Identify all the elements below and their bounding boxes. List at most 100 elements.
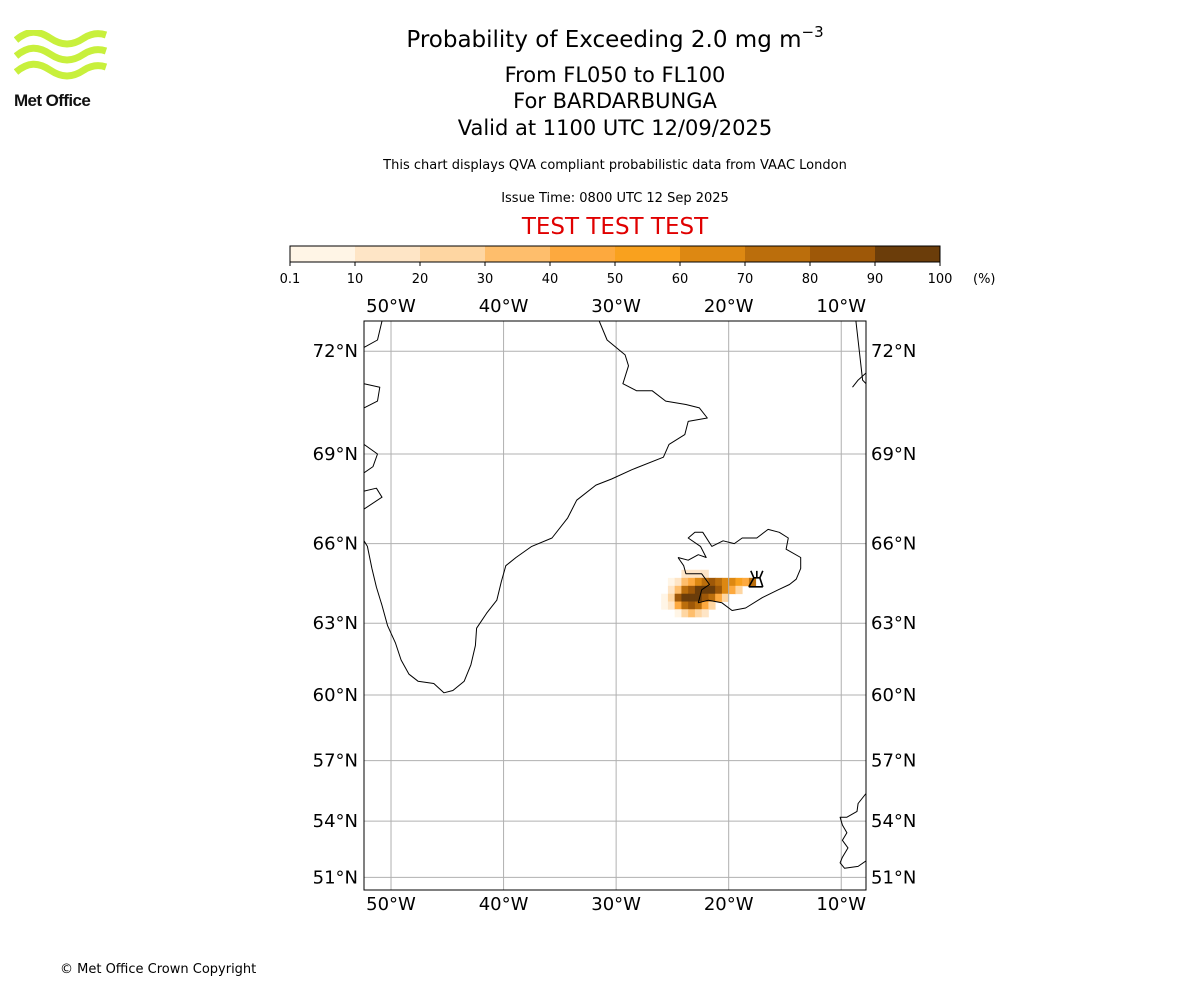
test-banner: TEST TEST TEST — [521, 214, 709, 240]
left-lat-label: 63°N — [313, 613, 358, 634]
ash-cell — [701, 593, 709, 602]
ash-cell — [708, 593, 716, 602]
ash-cell — [681, 593, 689, 602]
ash-cell — [681, 569, 689, 579]
ash-cell — [715, 577, 723, 587]
volcano-name: For BARDARBUNGA — [513, 89, 717, 113]
coastline — [364, 383, 381, 409]
coastline — [852, 372, 866, 388]
colorbar-segment — [485, 246, 551, 262]
bottom-lon-label: 50°W — [366, 894, 416, 915]
ash-cell — [715, 593, 723, 602]
ash-cell — [688, 601, 696, 610]
ash-cell — [701, 569, 709, 579]
top-lon-label: 10°W — [816, 296, 866, 317]
ash-probability-field — [661, 569, 757, 618]
colorbar: 0.1 10 20 30 40 50 60 70 80 90 100 (%) — [280, 245, 996, 287]
coastline — [364, 443, 378, 474]
ash-cell — [694, 585, 703, 595]
ash-cell — [735, 577, 743, 587]
volcano-marker — [748, 570, 764, 588]
ash-cell — [667, 601, 676, 610]
top-lon-label: 40°W — [479, 296, 529, 317]
met-office-logo-text: Met Office — [14, 91, 91, 110]
colorbar-tick-label: 70 — [737, 272, 754, 287]
ash-cell — [708, 585, 716, 595]
valid-time: Valid at 1100 UTC 12/09/2025 — [457, 116, 773, 140]
ash-cell — [694, 601, 703, 610]
axis-labels: 50°W 50°W 40°W 40°W 30°W 30°W 20°W 20°W 10°W 10°W… — [313, 296, 917, 915]
ash-cell — [688, 593, 696, 602]
ash-cell — [681, 585, 689, 595]
ash-cell — [674, 585, 682, 595]
coastline — [855, 321, 866, 385]
right-lat-label: 66°N — [871, 534, 916, 555]
top-lon-label: 50°W — [366, 296, 416, 317]
colorbar-tick-label: 20 — [412, 272, 429, 287]
ash-cell — [701, 577, 709, 587]
ash-cell — [694, 593, 703, 602]
issue-time: Issue Time: 0800 UTC 12 Sep 2025 — [501, 191, 729, 206]
ash-cell — [701, 609, 709, 618]
left-lat-label: 72°N — [313, 341, 358, 362]
bottom-lon-label: 20°W — [704, 894, 754, 915]
right-lat-label: 60°N — [871, 685, 916, 706]
left-lat-label: 51°N — [313, 867, 358, 888]
ash-cell — [667, 593, 676, 602]
colorbar-tick-label: 100 — [928, 272, 953, 287]
met-office-logo: Met Office — [14, 30, 108, 112]
volcano-symbol — [748, 570, 764, 588]
right-lat-label: 54°N — [871, 811, 916, 832]
colorbar-tick-label: 40 — [542, 272, 559, 287]
flight-levels: From FL050 to FL100 — [504, 63, 726, 87]
ash-cell — [674, 593, 682, 602]
right-lat-label: 63°N — [871, 613, 916, 634]
colorbar-tick-label: 60 — [672, 272, 689, 287]
colorbar-tick-label: 30 — [477, 272, 494, 287]
ash-cell — [688, 577, 696, 587]
left-lat-label: 57°N — [313, 751, 358, 772]
ash-cell — [661, 601, 669, 610]
colorbar-segment — [550, 246, 616, 262]
ash-cell — [715, 585, 723, 595]
ash-cell — [708, 601, 716, 610]
right-lat-label: 72°N — [871, 341, 916, 362]
colorbar-segment — [875, 246, 941, 262]
colorbar-segment — [420, 246, 486, 262]
ash-cell — [721, 585, 730, 595]
left-lat-label: 66°N — [313, 534, 358, 555]
colorbar-tick-label: 10 — [347, 272, 364, 287]
ash-cell — [681, 609, 689, 618]
ash-cell — [735, 585, 743, 595]
colorbar-segment — [680, 246, 746, 262]
colorbar-segment — [615, 246, 681, 262]
ash-cell — [742, 577, 750, 587]
right-lat-label: 69°N — [871, 444, 916, 465]
ash-cell — [721, 577, 730, 587]
colorbar-tick-label: 0.1 — [280, 272, 301, 287]
ash-cell — [701, 601, 709, 610]
bottom-lon-label: 40°W — [479, 894, 529, 915]
colorbar-segment — [810, 246, 876, 262]
bottom-lon-label: 10°W — [816, 894, 866, 915]
ash-cell — [674, 577, 682, 587]
qva-note: This chart displays QVA compliant probab… — [383, 158, 847, 173]
coastline — [839, 793, 866, 869]
colorbar-tick-label: 90 — [867, 272, 884, 287]
ash-cell — [661, 593, 669, 602]
map-frame — [363, 320, 867, 891]
chart-title-main: Probability of Exceeding 2.0 mg m — [406, 27, 802, 53]
top-lon-label: 30°W — [591, 296, 641, 317]
ash-cell — [681, 601, 689, 610]
bottom-lon-label: 30°W — [591, 894, 641, 915]
right-lat-label: 51°N — [871, 867, 916, 888]
right-lat-label: 57°N — [871, 751, 916, 772]
ash-cell — [708, 577, 716, 587]
top-lon-label: 20°W — [704, 296, 754, 317]
left-lat-label: 69°N — [313, 444, 358, 465]
coastline — [677, 528, 802, 611]
ash-cell — [688, 609, 696, 618]
ash-cell — [694, 577, 703, 587]
ash-cell — [674, 601, 682, 610]
colorbar-tick-label: 50 — [607, 272, 624, 287]
